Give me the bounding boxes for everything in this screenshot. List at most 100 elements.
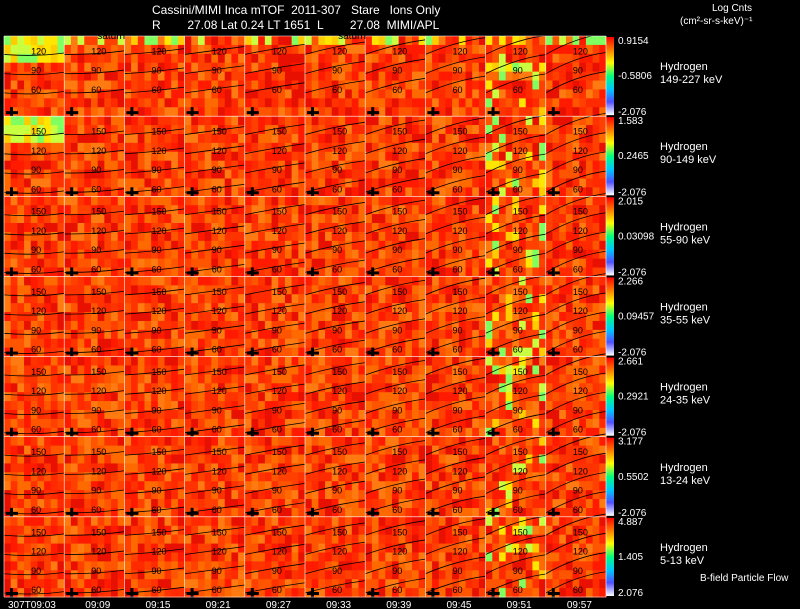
colorbar bbox=[606, 277, 614, 356]
contour-label: 150 bbox=[272, 527, 287, 537]
colorbar-tick-cmax: 1.583 bbox=[618, 116, 643, 127]
contour-label: 150 bbox=[332, 527, 347, 537]
heatmap-cell: 150 120 90 60 bbox=[124, 436, 186, 520]
contour-label: 60 bbox=[452, 345, 462, 355]
heatmap-cell: 150 120 90 60 bbox=[545, 112, 607, 200]
contour-label: 150 bbox=[151, 127, 166, 137]
contour-label: 60 bbox=[91, 85, 101, 95]
contour-label: 150 bbox=[151, 367, 166, 377]
contour-label: 60 bbox=[573, 184, 583, 194]
contour-label: 120 bbox=[332, 46, 347, 56]
contour-label: 60 bbox=[513, 585, 523, 595]
heatmap-cell: 120 90 60 bbox=[545, 32, 607, 120]
heatmap-cell: 150 120 90 60 bbox=[64, 436, 125, 520]
contour-label: 90 bbox=[513, 486, 523, 496]
row-species-label: Hydrogen bbox=[660, 61, 708, 73]
contour-label: 60 bbox=[212, 425, 222, 435]
contour-label: 120 bbox=[151, 306, 166, 316]
contour-label: 150 bbox=[452, 527, 467, 537]
contour-label: 150 bbox=[513, 207, 528, 217]
contour-label: 90 bbox=[573, 566, 583, 576]
time-tick-label: 09:51 bbox=[507, 600, 532, 609]
colorbar-tick-cmax: 4.887 bbox=[618, 517, 643, 528]
row-species-label: Hydrogen bbox=[660, 462, 708, 474]
contour-label: 150 bbox=[151, 207, 166, 217]
contour-label: 90 bbox=[332, 165, 342, 175]
contour-label: 120 bbox=[272, 547, 287, 557]
contour-label: 90 bbox=[151, 486, 161, 496]
contour-label: 90 bbox=[332, 325, 342, 335]
contour-label: 60 bbox=[452, 85, 462, 95]
contour-label: 60 bbox=[332, 345, 342, 355]
contour-label: 150 bbox=[91, 527, 106, 537]
contour-label: 150 bbox=[513, 287, 528, 297]
contour-label: 60 bbox=[392, 85, 402, 95]
row-energy-label: 90-149 keV bbox=[660, 154, 717, 166]
contour-label: 150 bbox=[31, 287, 46, 297]
contour-label: 90 bbox=[332, 405, 342, 415]
contour-label: 90 bbox=[392, 486, 402, 496]
heatmap-cell: 150 120 90 60 bbox=[425, 516, 487, 600]
saturn-marker-label: saturn bbox=[97, 31, 125, 42]
colorbar-tick-cmin: -2.076 bbox=[618, 348, 647, 359]
row-species-label: Hydrogen bbox=[660, 221, 708, 233]
contour-label: 60 bbox=[212, 85, 222, 95]
contour-label: 90 bbox=[573, 245, 583, 255]
row-species-label: Hydrogen bbox=[660, 542, 708, 554]
contour-label: 120 bbox=[31, 226, 46, 236]
header-line-2: R 27.08 Lat 0.24 LT 1651 L 27.08 MIMI/AP… bbox=[152, 18, 440, 32]
colorbar-tick-cmin: 2.076 bbox=[618, 588, 643, 599]
contour-label: 60 bbox=[513, 264, 523, 274]
contour-label: 90 bbox=[272, 405, 282, 415]
heatmap-cell: 120 90 60 bbox=[425, 36, 487, 120]
contour-label: 150 bbox=[392, 527, 407, 537]
contour-label: 90 bbox=[151, 165, 161, 175]
contour-label: 120 bbox=[151, 386, 166, 396]
contour-label: 60 bbox=[513, 85, 523, 95]
heatmap-cell: 150 120 90 60 bbox=[365, 516, 426, 600]
contour-label: 60 bbox=[151, 85, 161, 95]
contour-label: 120 bbox=[573, 226, 588, 236]
heatmap-cell: 150 120 90 60 bbox=[3, 436, 65, 520]
heatmap-cell: 150 120 90 60 bbox=[3, 116, 65, 200]
contour-label: 150 bbox=[513, 367, 528, 377]
contour-label: 90 bbox=[392, 66, 402, 76]
contour-label: 120 bbox=[332, 386, 347, 396]
time-tick-label: 09:39 bbox=[386, 600, 411, 609]
contour-label: 60 bbox=[392, 505, 402, 515]
contour-label: 120 bbox=[392, 306, 407, 316]
contour-label: 120 bbox=[573, 46, 588, 56]
contour-label: 60 bbox=[31, 264, 41, 274]
row-energy-label: 149-227 keV bbox=[660, 74, 723, 86]
heatmap-cell: 120 90 60 bbox=[244, 36, 306, 120]
colorbar-tick-cmax: 2.661 bbox=[618, 357, 643, 368]
contour-label: 90 bbox=[212, 486, 222, 496]
heatmap-cell: 150 120 90 60 bbox=[184, 196, 246, 280]
contour-label: 120 bbox=[212, 547, 227, 557]
row-energy-label: 35-55 keV bbox=[660, 315, 711, 327]
contour-label: 120 bbox=[573, 466, 588, 476]
contour-label: 90 bbox=[91, 165, 101, 175]
heatmap-cell: 150 120 90 60 bbox=[244, 116, 306, 200]
contour-label: 90 bbox=[272, 325, 282, 335]
units-title: Log Cnts bbox=[712, 3, 753, 14]
contour-label: 150 bbox=[31, 367, 46, 377]
colorbar-tick-cmid: 0.2465 bbox=[618, 151, 649, 162]
contour-label: 120 bbox=[31, 46, 46, 56]
contour-label: 60 bbox=[513, 425, 523, 435]
contour-label: 90 bbox=[392, 325, 402, 335]
time-tick-label: 09:27 bbox=[266, 600, 291, 609]
contour-label: 120 bbox=[151, 466, 166, 476]
colorbar-tick-cmin: -2.076 bbox=[618, 428, 647, 439]
contour-label: 150 bbox=[573, 207, 588, 217]
contour-label: 120 bbox=[272, 146, 287, 156]
contour-label: 90 bbox=[31, 165, 41, 175]
colorbar-tick-cmid: 0.2921 bbox=[618, 392, 649, 403]
contour-label: 90 bbox=[332, 566, 342, 576]
contour-label: 90 bbox=[332, 245, 342, 255]
contour-label: 60 bbox=[91, 425, 101, 435]
contour-label: 90 bbox=[212, 566, 222, 576]
contour-label: 150 bbox=[272, 367, 287, 377]
contour-label: 120 bbox=[513, 306, 528, 316]
heatmap-cell: 150 120 90 60 bbox=[545, 193, 607, 280]
